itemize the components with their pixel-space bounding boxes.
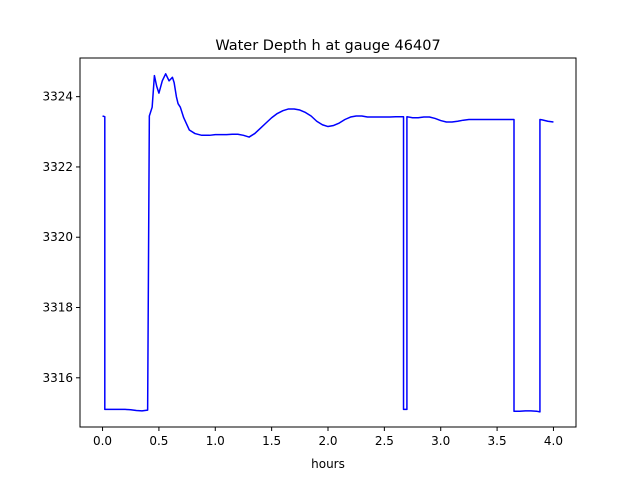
y-tick-label: 3322 [42, 160, 73, 174]
series-line-0 [102, 73, 554, 413]
x-axis: 0.0 0.5 1.0 1.5 2.0 2.5 3.0 3.5 4.0 [93, 427, 563, 448]
x-tick-label: 0.5 [149, 434, 168, 448]
x-tick-label: 4.0 [544, 434, 563, 448]
x-axis-label: hours [311, 457, 345, 471]
x-tick-label: 0.0 [93, 434, 112, 448]
chart-title: Water Depth h at gauge 46407 [215, 38, 440, 54]
y-axis: 3316 3318 3320 3322 3324 [42, 90, 80, 385]
x-tick-label: 3.0 [431, 434, 450, 448]
y-tick-label: 3318 [42, 301, 73, 315]
y-tick-label: 3324 [42, 90, 73, 104]
y-tick-label: 3316 [42, 371, 73, 385]
x-tick-label: 1.0 [206, 434, 225, 448]
x-tick-label: 3.5 [488, 434, 507, 448]
plot-area [102, 73, 554, 413]
x-tick-label: 2.5 [375, 434, 394, 448]
x-tick-label: 1.5 [262, 434, 281, 448]
x-tick-label: 2.0 [318, 434, 337, 448]
y-tick-label: 3320 [42, 230, 73, 244]
